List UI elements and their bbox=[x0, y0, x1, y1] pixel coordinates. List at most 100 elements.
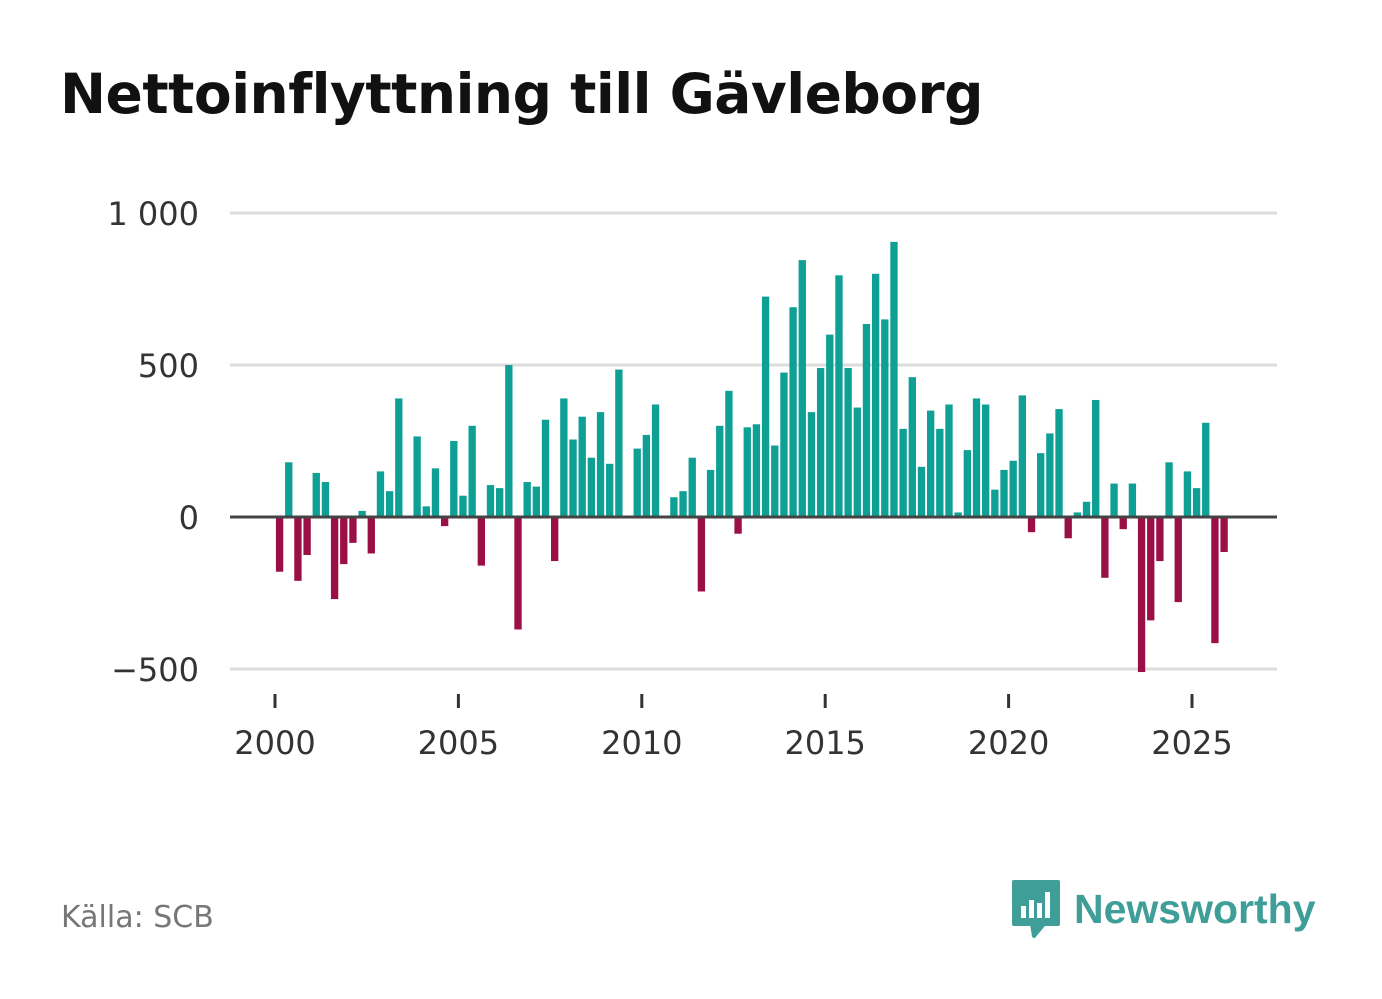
x-tick-label: 2005 bbox=[418, 724, 499, 762]
bar bbox=[385, 491, 394, 517]
bar bbox=[1202, 422, 1210, 517]
bar bbox=[716, 425, 724, 517]
bar bbox=[551, 517, 559, 562]
bar bbox=[1110, 483, 1118, 517]
bar bbox=[835, 275, 843, 517]
bar bbox=[936, 428, 944, 517]
bar bbox=[679, 491, 687, 517]
bar bbox=[706, 469, 715, 517]
bar bbox=[1156, 517, 1164, 562]
bar bbox=[908, 377, 916, 517]
bar bbox=[376, 471, 385, 517]
bar bbox=[294, 517, 302, 581]
bar bbox=[844, 368, 852, 517]
newsworthy-logo[interactable]: Newsworthy bbox=[1010, 878, 1316, 940]
bar bbox=[789, 307, 797, 517]
y-axis: 1 000 500 0 −500 bbox=[107, 195, 199, 689]
bar bbox=[826, 334, 834, 517]
bar bbox=[1092, 399, 1100, 517]
bar bbox=[486, 485, 495, 517]
bar bbox=[972, 398, 981, 517]
bar bbox=[670, 497, 678, 517]
bar bbox=[862, 323, 871, 517]
bar bbox=[349, 517, 357, 543]
bar bbox=[340, 517, 348, 565]
bar bbox=[367, 517, 375, 554]
bar bbox=[734, 517, 742, 534]
bar bbox=[1027, 517, 1036, 533]
bar bbox=[1183, 471, 1192, 517]
bar bbox=[413, 436, 421, 517]
brand-name: Newsworthy bbox=[1074, 885, 1316, 932]
bar bbox=[917, 466, 926, 517]
x-tick-label: 2000 bbox=[234, 724, 315, 762]
bar bbox=[1119, 517, 1127, 530]
y-tick-label: −500 bbox=[111, 651, 199, 689]
bar bbox=[1046, 433, 1054, 517]
bar bbox=[495, 488, 504, 517]
bar bbox=[688, 457, 696, 517]
bar bbox=[771, 445, 779, 517]
bar bbox=[725, 390, 733, 517]
bar bbox=[312, 472, 320, 517]
bar bbox=[532, 486, 541, 517]
bar bbox=[1137, 517, 1146, 673]
grid-lines bbox=[230, 211, 1277, 671]
source-note: Källa: SCB bbox=[61, 900, 214, 935]
bar bbox=[395, 398, 403, 517]
bar bbox=[780, 372, 788, 517]
bar bbox=[615, 369, 623, 517]
bar bbox=[761, 296, 770, 517]
bar bbox=[1055, 409, 1063, 517]
bar bbox=[807, 412, 816, 517]
chart-title: Nettoinflyttning till Gävleborg bbox=[60, 62, 984, 126]
bar bbox=[450, 441, 458, 517]
bar bbox=[945, 404, 953, 517]
bar bbox=[697, 517, 706, 592]
bar bbox=[1037, 453, 1045, 517]
bar bbox=[1192, 488, 1201, 517]
bar bbox=[459, 495, 467, 517]
bar bbox=[330, 517, 339, 600]
x-tick-label: 2010 bbox=[601, 724, 682, 762]
bar bbox=[871, 273, 880, 517]
x-tick-label: 2020 bbox=[968, 724, 1049, 762]
bar bbox=[578, 416, 586, 517]
bar bbox=[1073, 512, 1082, 517]
bar bbox=[963, 450, 972, 517]
bar bbox=[853, 407, 861, 517]
bar bbox=[541, 419, 550, 517]
bar bbox=[523, 482, 531, 517]
bar bbox=[1064, 517, 1072, 539]
bar bbox=[440, 517, 449, 527]
bar bbox=[1165, 462, 1173, 517]
bar-series bbox=[275, 241, 1228, 673]
bar bbox=[752, 424, 761, 517]
bar bbox=[926, 410, 935, 517]
bar bbox=[285, 462, 293, 517]
bar bbox=[982, 404, 990, 517]
bar bbox=[606, 463, 614, 517]
bar bbox=[651, 404, 660, 517]
bar bbox=[1101, 517, 1109, 578]
bar bbox=[1174, 517, 1182, 603]
bar bbox=[569, 439, 577, 517]
bar bbox=[596, 412, 605, 517]
bar bbox=[642, 434, 651, 517]
bar bbox=[798, 260, 806, 517]
bar bbox=[587, 457, 596, 517]
bar bbox=[477, 517, 485, 566]
x-tick-label: 2015 bbox=[784, 724, 865, 762]
bar bbox=[991, 489, 999, 517]
bar bbox=[1211, 517, 1219, 644]
bar bbox=[303, 517, 311, 555]
y-tick-label: 0 bbox=[179, 499, 199, 537]
bar bbox=[899, 428, 907, 517]
bar bbox=[816, 368, 825, 517]
bar bbox=[505, 365, 513, 517]
bar bbox=[514, 517, 522, 630]
bar bbox=[881, 319, 889, 517]
bar bbox=[743, 427, 751, 517]
x-axis: 2000 2005 2010 2015 2020 2025 bbox=[234, 694, 1233, 762]
